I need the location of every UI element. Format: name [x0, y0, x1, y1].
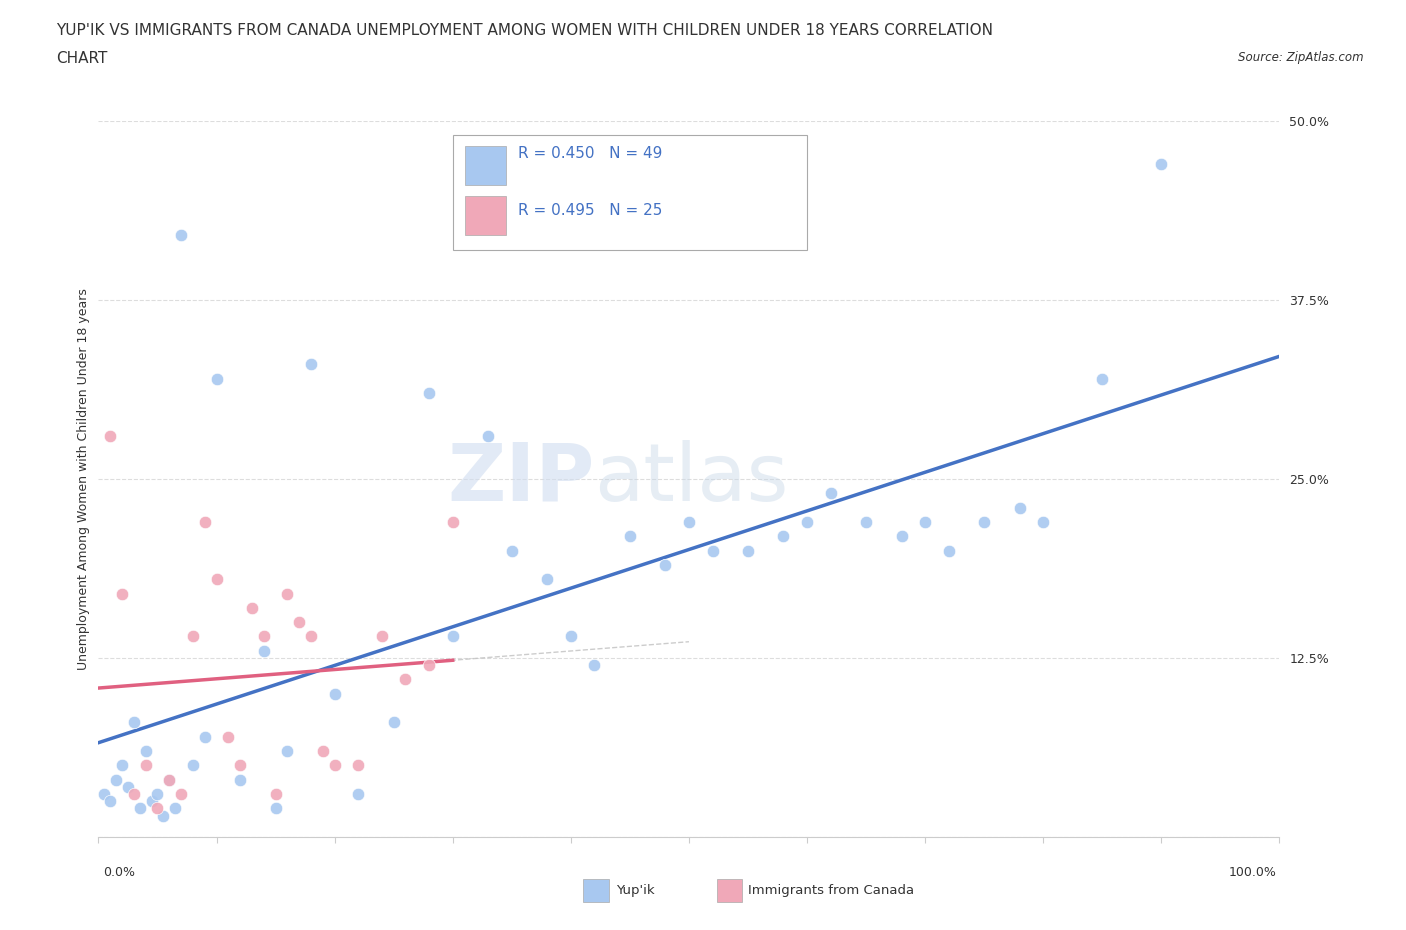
- Point: [702, 543, 724, 558]
- Point: [111, 758, 134, 773]
- Bar: [464, 196, 506, 235]
- Point: [111, 586, 134, 601]
- Point: [288, 615, 311, 630]
- Point: [157, 772, 180, 787]
- Point: [855, 514, 877, 529]
- Point: [938, 543, 960, 558]
- Point: [98, 429, 121, 444]
- Point: [194, 729, 217, 744]
- Point: [654, 557, 676, 572]
- Text: 100.0%: 100.0%: [1229, 866, 1277, 879]
- Point: [1008, 500, 1031, 515]
- Point: [501, 543, 523, 558]
- Point: [229, 772, 252, 787]
- Point: [264, 787, 287, 802]
- Point: [536, 572, 558, 587]
- Point: [347, 787, 370, 802]
- Text: ZIP: ZIP: [447, 440, 595, 518]
- Text: Immigrants from Canada: Immigrants from Canada: [748, 884, 914, 897]
- Point: [135, 758, 157, 773]
- Point: [890, 529, 912, 544]
- Point: [253, 644, 276, 658]
- Point: [441, 629, 464, 644]
- Point: [973, 514, 995, 529]
- Point: [146, 801, 169, 816]
- Point: [560, 629, 582, 644]
- Point: [117, 779, 139, 794]
- Point: [194, 514, 217, 529]
- Point: [141, 794, 163, 809]
- Text: 0.0%: 0.0%: [103, 866, 135, 879]
- Point: [229, 758, 252, 773]
- Point: [217, 729, 239, 744]
- Text: atlas: atlas: [595, 440, 789, 518]
- Text: Source: ZipAtlas.com: Source: ZipAtlas.com: [1239, 51, 1364, 64]
- Point: [253, 629, 276, 644]
- Point: [323, 758, 346, 773]
- Point: [418, 658, 440, 672]
- Point: [820, 485, 842, 500]
- Point: [394, 672, 416, 687]
- Point: [418, 386, 440, 401]
- Point: [205, 371, 228, 386]
- Text: Yup'ik: Yup'ik: [616, 884, 654, 897]
- Point: [914, 514, 936, 529]
- Point: [205, 572, 228, 587]
- Bar: [464, 146, 506, 185]
- Y-axis label: Unemployment Among Women with Children Under 18 years: Unemployment Among Women with Children U…: [77, 288, 90, 670]
- Point: [93, 787, 115, 802]
- Point: [240, 601, 263, 616]
- Point: [170, 228, 193, 243]
- Point: [678, 514, 700, 529]
- Text: R = 0.495   N = 25: R = 0.495 N = 25: [517, 203, 662, 218]
- Point: [181, 629, 204, 644]
- Point: [165, 801, 187, 816]
- Point: [619, 529, 641, 544]
- Point: [299, 357, 322, 372]
- Point: [152, 808, 174, 823]
- Point: [323, 686, 346, 701]
- Point: [122, 715, 145, 730]
- Point: [146, 787, 169, 802]
- Point: [371, 629, 394, 644]
- Point: [583, 658, 606, 672]
- Text: CHART: CHART: [56, 51, 108, 66]
- Point: [477, 429, 499, 444]
- Point: [276, 586, 298, 601]
- Point: [796, 514, 818, 529]
- Point: [135, 744, 157, 759]
- Point: [441, 514, 464, 529]
- Point: [264, 801, 287, 816]
- Point: [1091, 371, 1114, 386]
- Point: [1150, 156, 1173, 171]
- Text: YUP'IK VS IMMIGRANTS FROM CANADA UNEMPLOYMENT AMONG WOMEN WITH CHILDREN UNDER 18: YUP'IK VS IMMIGRANTS FROM CANADA UNEMPLO…: [56, 23, 993, 38]
- Point: [1032, 514, 1054, 529]
- Point: [170, 787, 193, 802]
- Point: [181, 758, 204, 773]
- Point: [276, 744, 298, 759]
- Point: [772, 529, 794, 544]
- Point: [98, 794, 121, 809]
- Point: [382, 715, 405, 730]
- Point: [299, 629, 322, 644]
- Bar: [453, 135, 807, 250]
- Point: [347, 758, 370, 773]
- Point: [157, 772, 180, 787]
- Text: R = 0.450   N = 49: R = 0.450 N = 49: [517, 146, 662, 161]
- Point: [737, 543, 759, 558]
- Point: [105, 772, 128, 787]
- Point: [312, 744, 335, 759]
- Point: [128, 801, 150, 816]
- Point: [122, 787, 145, 802]
